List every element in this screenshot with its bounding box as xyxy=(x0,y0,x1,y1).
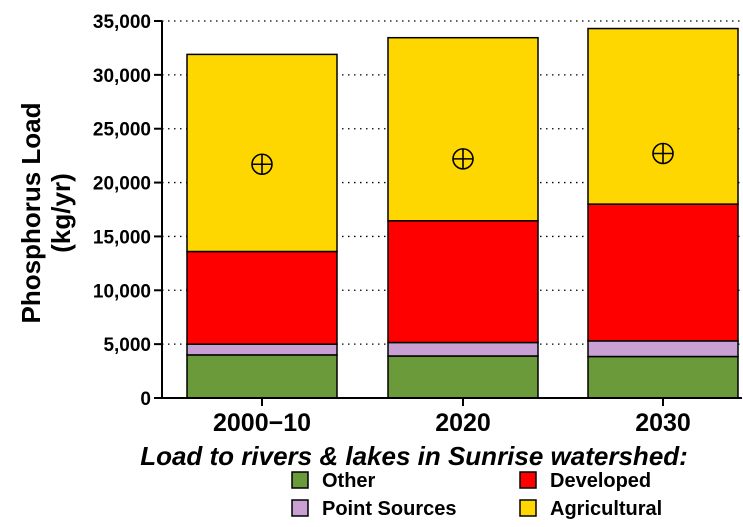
y-tick-label-6: 30,000 xyxy=(93,66,151,87)
legend-item-developed: Developed xyxy=(519,470,651,492)
bar-segment-1-0 xyxy=(387,355,539,399)
legend-label-agricultural: Agricultural xyxy=(550,498,662,520)
total-markers xyxy=(251,142,674,176)
y-tick-label-3: 15,000 xyxy=(93,227,151,248)
legend-item-agricultural: Agricultural xyxy=(519,498,662,520)
bar-segment-0-3 xyxy=(186,53,338,253)
bar-segment-1-1 xyxy=(387,341,539,357)
total-marker-0 xyxy=(251,153,273,176)
legend-swatch-other xyxy=(291,471,309,489)
axes: 0 5,000 10,000 15,000 20,000 25,000 30,000 35,0… xyxy=(93,12,742,437)
total-marker-1 xyxy=(452,148,474,170)
legend-swatch-developed xyxy=(519,471,537,489)
y-axis-label-line-2: (kg/yr) xyxy=(46,173,76,252)
legend-label-developed: Developed xyxy=(550,470,651,492)
legend-item-other: Other xyxy=(291,470,376,492)
y-axis-label-line-1: Phosphorus Load xyxy=(16,103,46,324)
bar-segment-0-1 xyxy=(186,343,338,356)
y-tick-label-7: 35,000 xyxy=(93,12,151,33)
bar-segment-2-1 xyxy=(587,340,739,358)
bar-segment-0-2 xyxy=(186,250,338,345)
legend-label-other: Other xyxy=(322,470,376,492)
x-tick-label-1: 2020 xyxy=(435,409,491,437)
legend-swatch-point-sources xyxy=(291,499,309,517)
legend-item-point-sources: Point Sources xyxy=(291,498,456,520)
bars xyxy=(186,27,739,399)
bar-segment-2-2 xyxy=(587,203,739,342)
y-axis-label: Phosphorus Load (kg/yr) xyxy=(16,103,76,324)
chart-caption: Load to rivers & lakes in Sunrise waters… xyxy=(140,441,688,471)
y-tick-label-4: 20,000 xyxy=(93,174,151,195)
total-marker-2 xyxy=(652,142,674,165)
bar-segment-2-3 xyxy=(587,27,739,205)
y-tick-label-1: 5,000 xyxy=(103,335,151,356)
legend-swatch-agricultural xyxy=(519,499,537,517)
legend-label-point-sources: Point Sources xyxy=(322,498,456,520)
y-tick-label-2: 10,000 xyxy=(93,281,151,302)
legend: Other Point Sources Developed Agricultural xyxy=(291,470,662,520)
bar-segment-2-0 xyxy=(587,355,739,399)
y-tick-label-0: 0 xyxy=(140,389,151,410)
y-tick-label-5: 25,000 xyxy=(93,120,151,141)
bar-segment-0-0 xyxy=(186,354,338,399)
x-tick-label-0: 2000−10 xyxy=(213,409,311,437)
bar-segment-1-2 xyxy=(387,220,539,344)
bar-segment-1-3 xyxy=(387,36,539,222)
x-tick-label-2: 2030 xyxy=(635,409,691,437)
